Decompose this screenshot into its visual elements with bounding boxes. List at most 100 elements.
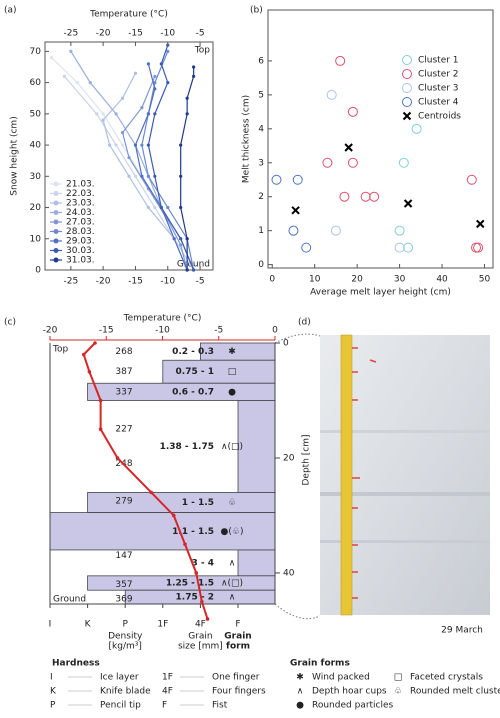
data-point <box>411 123 422 134</box>
legend-marker <box>402 69 412 79</box>
y-tick-label: 3 <box>258 158 264 168</box>
data-point <box>292 174 303 185</box>
grain-size: 1 - 1.5 <box>182 498 214 508</box>
column-label: [kg/m³] <box>109 642 142 652</box>
x-tick-label: -20 <box>96 29 111 39</box>
profile-point <box>153 74 157 78</box>
density-label: 227 <box>115 425 132 435</box>
legend-label: 22.03. <box>66 189 95 199</box>
legend-label: Four fingers <box>212 687 266 697</box>
profile-point <box>166 81 170 85</box>
legend-marker <box>53 257 59 263</box>
data-point <box>360 191 371 202</box>
data-point <box>473 242 484 253</box>
profile-point <box>127 174 131 178</box>
legend-marker <box>53 210 59 215</box>
profile-point <box>114 143 118 147</box>
legend-label: Cluster 3 <box>418 84 459 94</box>
profile-point <box>153 174 157 178</box>
profile-point <box>179 243 183 247</box>
legend-label: 27.03. <box>66 218 95 228</box>
plot-frame <box>44 41 214 271</box>
legend-symbol: ● <box>296 701 304 711</box>
data-point <box>471 242 482 253</box>
temperature-point <box>149 490 154 495</box>
profile-point <box>140 143 144 147</box>
legend-label: Knife blade <box>100 687 151 697</box>
x-tick-label: 10 <box>309 275 321 285</box>
grain-form: □ <box>228 367 237 377</box>
x-tick-label: -10 <box>160 277 175 287</box>
hardness-label: 4F <box>195 620 206 630</box>
x-axis-title: Temperature (°C) <box>123 314 202 324</box>
grain-form: ●(♧) <box>221 527 244 537</box>
grain-size: 3 - 4 <box>191 558 214 568</box>
legend-label: Pencil tip <box>100 701 141 711</box>
legend-label: Rounded particles <box>312 701 394 711</box>
density-label: 268 <box>115 347 132 357</box>
snow-layer <box>320 430 490 433</box>
y-tick-label: 40 <box>30 141 42 151</box>
y-tick-label: 0 <box>283 339 289 349</box>
grain-form: ∧(□) <box>221 579 243 589</box>
profile-point <box>140 174 144 178</box>
ruler <box>340 334 353 616</box>
profile-point <box>159 62 163 66</box>
legend-symbol: ♧ <box>394 687 402 697</box>
data-point <box>291 206 300 215</box>
profile-point <box>146 112 150 116</box>
density-label: 387 <box>115 367 132 377</box>
profile-point <box>179 205 183 210</box>
x-tick-label: -25 <box>63 277 78 287</box>
profile-point <box>185 96 189 100</box>
legend-label: Cluster 4 <box>418 98 459 108</box>
snow-layer <box>320 492 490 496</box>
y-axis-title: Snow height (cm) <box>10 116 20 195</box>
legend-marker <box>53 181 59 187</box>
x-tick-label: 0 <box>272 326 278 336</box>
profile-point <box>159 205 163 210</box>
grain-form: ∧ <box>229 558 236 568</box>
x-tick-label: 50 <box>479 275 491 285</box>
legend-symbol: ✱ <box>296 673 304 683</box>
y-tick-label: 6 <box>258 56 264 66</box>
grain-size: 1.1 - 1.5 <box>172 527 214 537</box>
profile-point <box>146 205 150 210</box>
legend-marker <box>53 219 59 225</box>
hardness-label: P <box>122 620 128 630</box>
profile-point <box>153 112 157 116</box>
x-axis-title: Average melt layer height (cm) <box>310 288 451 298</box>
y-tick-label: 0 <box>35 266 41 276</box>
x-tick-label: 30 <box>394 275 406 285</box>
panel-label: (d) <box>298 318 311 328</box>
data-point <box>326 89 337 100</box>
hardness-label: F <box>235 620 240 630</box>
profile-point <box>185 112 189 116</box>
legend-code: 1F <box>162 673 173 683</box>
y-tick-label: 4 <box>258 124 264 134</box>
column-label: form <box>226 642 250 652</box>
profile-point <box>120 143 125 147</box>
profile-point <box>179 174 183 178</box>
profile-point <box>146 174 150 178</box>
profile-point <box>95 112 99 116</box>
y-axis-title: Depth [cm] <box>302 434 312 485</box>
temperature-point <box>205 617 210 621</box>
hardness-bar <box>237 400 276 493</box>
legend-label: Wind packed <box>312 673 370 683</box>
grain-size: 0.2 - 0.3 <box>172 347 214 357</box>
y-tick-label: 40 <box>283 568 295 578</box>
data-point <box>322 157 333 168</box>
connector <box>274 603 321 620</box>
plot-frame <box>267 9 494 269</box>
photo-markers <box>352 347 377 599</box>
grain-size: 0.75 - 1 <box>176 367 214 377</box>
hardness-label: I <box>49 620 52 630</box>
profile-point <box>75 81 79 85</box>
y-tick-label: 1 <box>258 226 264 236</box>
column-label: Density <box>108 632 143 642</box>
x-tick-label: -15 <box>99 326 114 336</box>
legend-label: Ice layer <box>100 673 139 683</box>
legend-marker <box>402 55 412 65</box>
